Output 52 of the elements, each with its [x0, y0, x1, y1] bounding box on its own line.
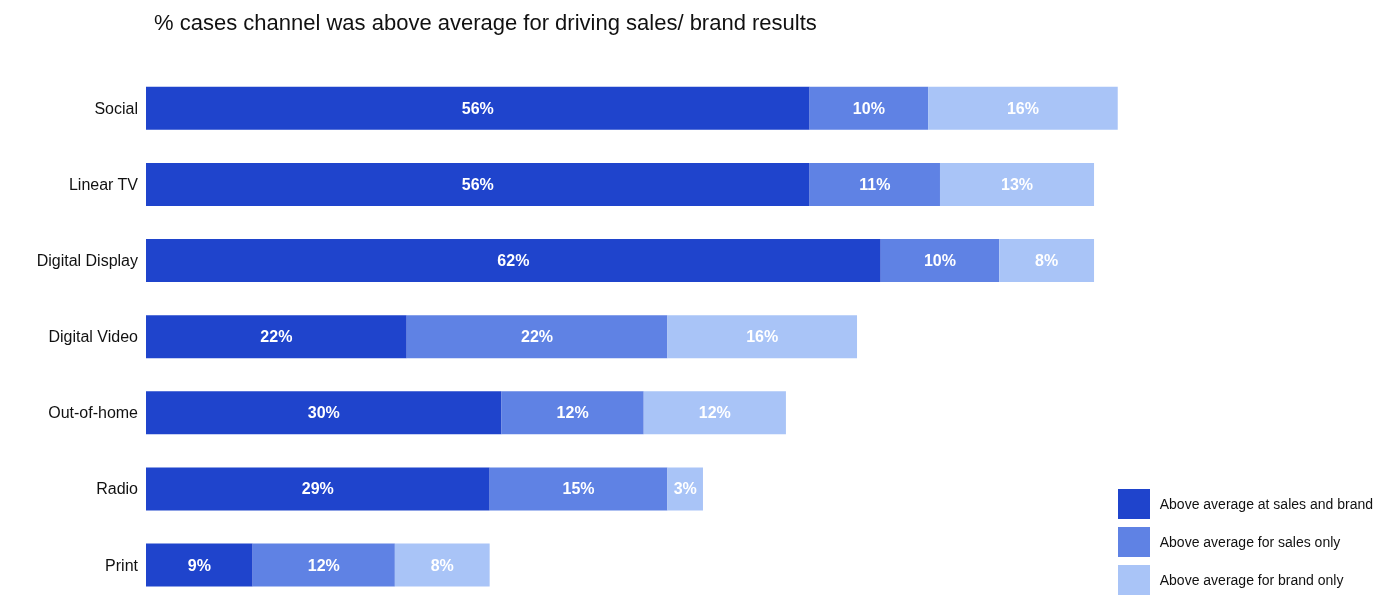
- y-tick-label: Out-of-home: [48, 404, 139, 422]
- data-label: 10%: [923, 252, 956, 270]
- bar: [928, 86, 1118, 130]
- bar: [489, 467, 668, 511]
- data-label: 29%: [301, 480, 334, 498]
- bar: [146, 543, 253, 587]
- chart-title: % cases channel was above average for driving sales/ brand results: [154, 10, 817, 36]
- bar: [643, 391, 786, 435]
- y-tick-label: Digital Display: [36, 252, 138, 270]
- data-label: 56%: [461, 175, 494, 193]
- data-label: 22%: [260, 328, 293, 346]
- data-label: 3%: [673, 480, 697, 498]
- y-tick-label: Linear TV: [68, 175, 139, 193]
- bar: [939, 162, 1095, 206]
- data-label: 15%: [562, 480, 595, 498]
- legend-label: Above average for brand only: [1159, 572, 1344, 588]
- y-tick-label: Social: [94, 99, 138, 117]
- legend-label: Above average for sales only: [1159, 534, 1341, 550]
- bar: [999, 239, 1095, 283]
- data-label: 12%: [698, 404, 731, 422]
- bar: [146, 391, 502, 435]
- data-label: 11%: [859, 175, 891, 193]
- data-label: 56%: [461, 99, 494, 117]
- data-label: 9%: [187, 556, 211, 574]
- bar: [394, 543, 490, 587]
- bar: [880, 239, 1000, 283]
- bar: [146, 315, 407, 359]
- data-label: 16%: [1006, 99, 1039, 117]
- data-label: 62%: [497, 252, 530, 270]
- data-label: 16%: [746, 328, 779, 346]
- bar: [809, 86, 929, 130]
- data-label: 8%: [1035, 252, 1059, 270]
- y-tick-label: Print: [105, 556, 139, 574]
- legend-label: Above average at sales and brand: [1159, 496, 1373, 512]
- y-tick-label: Digital Video: [48, 328, 139, 346]
- data-label: 12%: [307, 556, 340, 574]
- bar: [146, 239, 881, 283]
- bar: [501, 391, 644, 435]
- bar: [667, 315, 858, 359]
- bar: [146, 86, 810, 130]
- data-label: 22%: [521, 328, 554, 346]
- data-label: 10%: [852, 99, 885, 117]
- y-tick-label: Radio: [96, 480, 139, 498]
- data-label: 12%: [556, 404, 589, 422]
- data-label: 8%: [430, 556, 454, 574]
- data-label: 13%: [1000, 175, 1034, 193]
- bar: [252, 543, 395, 587]
- bar: [809, 162, 940, 206]
- bar: [146, 467, 490, 511]
- bar: [146, 162, 810, 206]
- bar: [406, 315, 668, 359]
- data-label: 30%: [307, 404, 340, 422]
